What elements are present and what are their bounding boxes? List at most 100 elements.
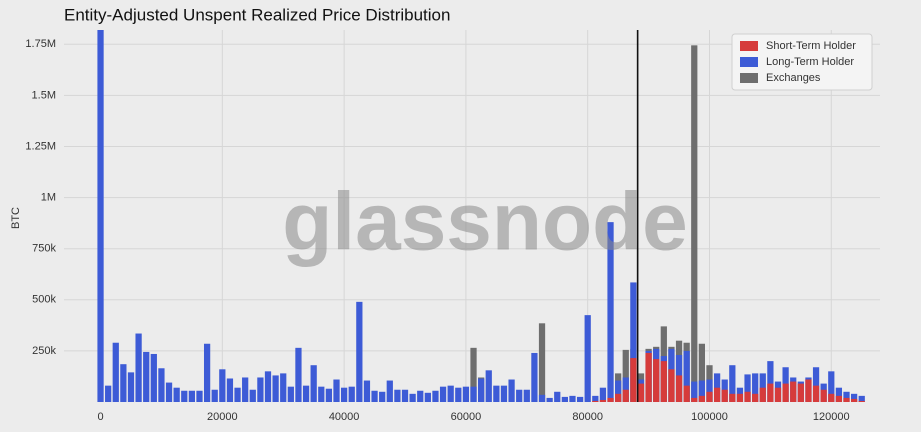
bar bbox=[713, 387, 721, 402]
bar bbox=[470, 386, 477, 402]
bar bbox=[112, 342, 119, 402]
bar bbox=[660, 361, 667, 402]
bar bbox=[143, 351, 150, 402]
bar bbox=[318, 386, 325, 402]
bar bbox=[462, 386, 470, 402]
bar bbox=[698, 380, 706, 402]
legend-swatch bbox=[740, 73, 758, 83]
x-tick-label: 20000 bbox=[207, 411, 238, 423]
bar bbox=[181, 390, 188, 402]
bar bbox=[295, 347, 302, 402]
legend-label: Exchanges bbox=[766, 72, 821, 84]
bar bbox=[272, 375, 279, 402]
bar bbox=[782, 383, 789, 402]
bar bbox=[371, 390, 378, 402]
bar bbox=[683, 385, 690, 402]
bar bbox=[105, 385, 112, 402]
bar bbox=[386, 380, 393, 402]
bar bbox=[401, 389, 409, 402]
x-tick-label: 40000 bbox=[329, 411, 360, 423]
bar bbox=[340, 387, 348, 402]
bar bbox=[363, 380, 371, 402]
bar bbox=[675, 375, 683, 402]
legend-label: Long-Term Holder bbox=[766, 56, 854, 68]
bar bbox=[683, 350, 690, 402]
bar bbox=[622, 349, 629, 402]
bar bbox=[569, 395, 576, 402]
bar bbox=[234, 387, 241, 402]
bar bbox=[150, 353, 157, 402]
bar bbox=[752, 393, 759, 402]
bar bbox=[835, 387, 843, 402]
bar bbox=[561, 396, 568, 402]
bar bbox=[546, 397, 553, 402]
bar bbox=[706, 391, 713, 402]
bar bbox=[447, 385, 454, 402]
bar bbox=[744, 391, 751, 402]
bar bbox=[835, 395, 843, 402]
bar bbox=[478, 378, 485, 402]
chart-title: Entity-Adjusted Unspent Realized Price D… bbox=[64, 5, 450, 24]
bar bbox=[135, 333, 142, 402]
bar bbox=[538, 394, 546, 402]
y-tick-label: 1M bbox=[41, 192, 56, 204]
bar bbox=[97, 30, 104, 402]
bar bbox=[158, 368, 165, 402]
bar bbox=[820, 389, 827, 402]
bar bbox=[592, 400, 599, 402]
bar bbox=[790, 381, 797, 402]
bar bbox=[242, 377, 249, 402]
bar bbox=[302, 385, 310, 402]
bar bbox=[356, 301, 363, 402]
bar bbox=[828, 393, 835, 402]
overlay: glassnode Short-Term Holder Long-Term Hold… bbox=[282, 30, 873, 402]
bar bbox=[264, 371, 272, 402]
bar bbox=[698, 343, 706, 402]
bar bbox=[607, 222, 614, 402]
bar bbox=[120, 364, 127, 402]
bar bbox=[424, 392, 431, 402]
bar bbox=[744, 374, 751, 402]
bar bbox=[409, 393, 416, 402]
bar bbox=[729, 393, 736, 402]
bar bbox=[691, 397, 698, 402]
legend-swatch bbox=[740, 41, 758, 51]
bar bbox=[394, 389, 401, 402]
bar bbox=[538, 323, 546, 402]
bar bbox=[637, 383, 645, 402]
bar bbox=[325, 388, 333, 402]
bar bbox=[850, 398, 858, 402]
bar bbox=[759, 387, 766, 402]
bar bbox=[828, 371, 835, 402]
bar bbox=[432, 390, 439, 402]
x-tick-label: 60000 bbox=[451, 411, 482, 423]
bar bbox=[287, 386, 294, 402]
y-tick-label: 750k bbox=[32, 243, 56, 255]
bar bbox=[485, 370, 492, 402]
bar bbox=[523, 389, 530, 402]
x-tick-label: 100000 bbox=[691, 411, 728, 423]
bar bbox=[599, 387, 607, 402]
bar bbox=[584, 315, 591, 402]
bar bbox=[516, 389, 523, 402]
bar bbox=[470, 347, 477, 402]
bar bbox=[333, 379, 340, 402]
y-axis-label: BTC bbox=[10, 207, 22, 229]
legend-label: Short-Term Holder bbox=[766, 40, 856, 52]
bar bbox=[310, 365, 317, 402]
grid: 250k 500k 750k 1M 1.25M 1.5M 1.75M 0 20000 40000 6… bbox=[25, 30, 880, 423]
bar bbox=[165, 382, 173, 402]
y-tick-label: 1.75M bbox=[25, 38, 56, 50]
x-tick-label: 120000 bbox=[813, 411, 850, 423]
bar bbox=[706, 379, 713, 402]
bar bbox=[576, 396, 584, 402]
bar bbox=[622, 389, 629, 402]
bar bbox=[691, 381, 698, 402]
bar bbox=[668, 369, 675, 402]
bar bbox=[599, 399, 607, 402]
bar bbox=[455, 387, 462, 402]
x-tick-label: 80000 bbox=[572, 411, 603, 423]
bar bbox=[607, 397, 614, 402]
bar bbox=[843, 391, 850, 402]
